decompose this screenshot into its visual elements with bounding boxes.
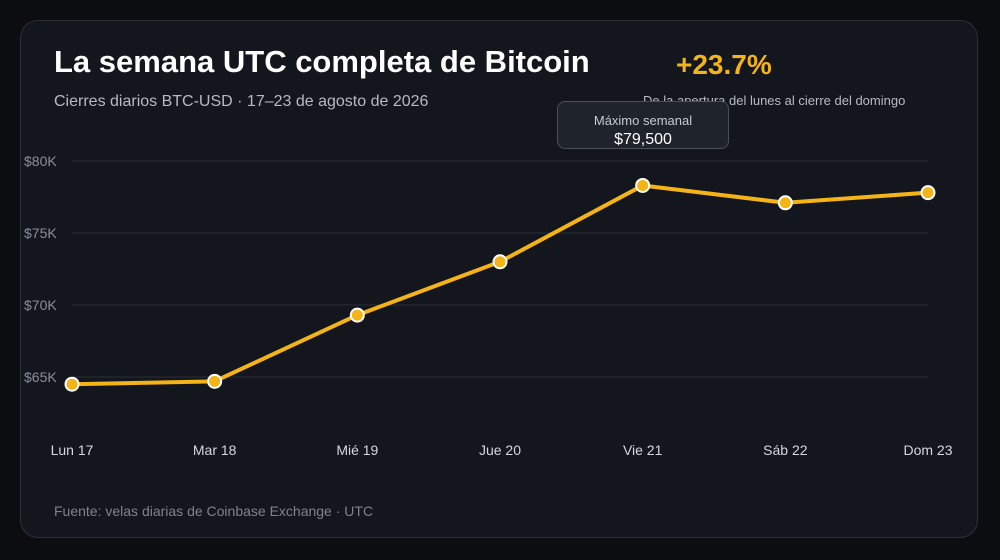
page-title: La semana UTC completa de Bitcoin <box>54 44 590 79</box>
data-point <box>492 254 508 270</box>
series-line <box>70 183 930 387</box>
data-point <box>777 195 793 211</box>
tooltip-label: Máximo semanal <box>593 113 693 128</box>
data-point <box>207 373 223 389</box>
data-point <box>349 307 365 323</box>
x-tick-label: Jue 20 <box>479 442 521 458</box>
x-tick-label: Dom 23 <box>903 442 952 458</box>
weekly-change-value: +23.7% <box>676 49 772 80</box>
weekly-high-tooltip: Máximo semanal $79,500 <box>557 101 729 149</box>
x-tick-label: Mar 18 <box>193 442 237 458</box>
x-tick-label: Lun 17 <box>51 442 94 458</box>
y-tick-label: $75K <box>24 225 57 241</box>
y-tick-label: $80K <box>24 153 57 169</box>
tooltip-value: $79,500 <box>614 131 672 148</box>
x-tick-label: Sáb 22 <box>763 442 808 458</box>
data-point <box>635 177 651 193</box>
y-tick-label: $65K <box>24 369 57 385</box>
data-point <box>920 185 936 201</box>
x-tick-label: Mié 19 <box>336 442 378 458</box>
data-point <box>64 376 80 392</box>
y-tick-label: $70K <box>24 297 57 313</box>
x-tick-label: Vie 21 <box>623 442 663 458</box>
source-note: Fuente: velas diarias de Coinbase Exchan… <box>54 503 374 519</box>
chart-card <box>20 20 978 538</box>
page-subtitle: Cierres diarios BTC-USD · 17–23 de agost… <box>54 93 429 110</box>
